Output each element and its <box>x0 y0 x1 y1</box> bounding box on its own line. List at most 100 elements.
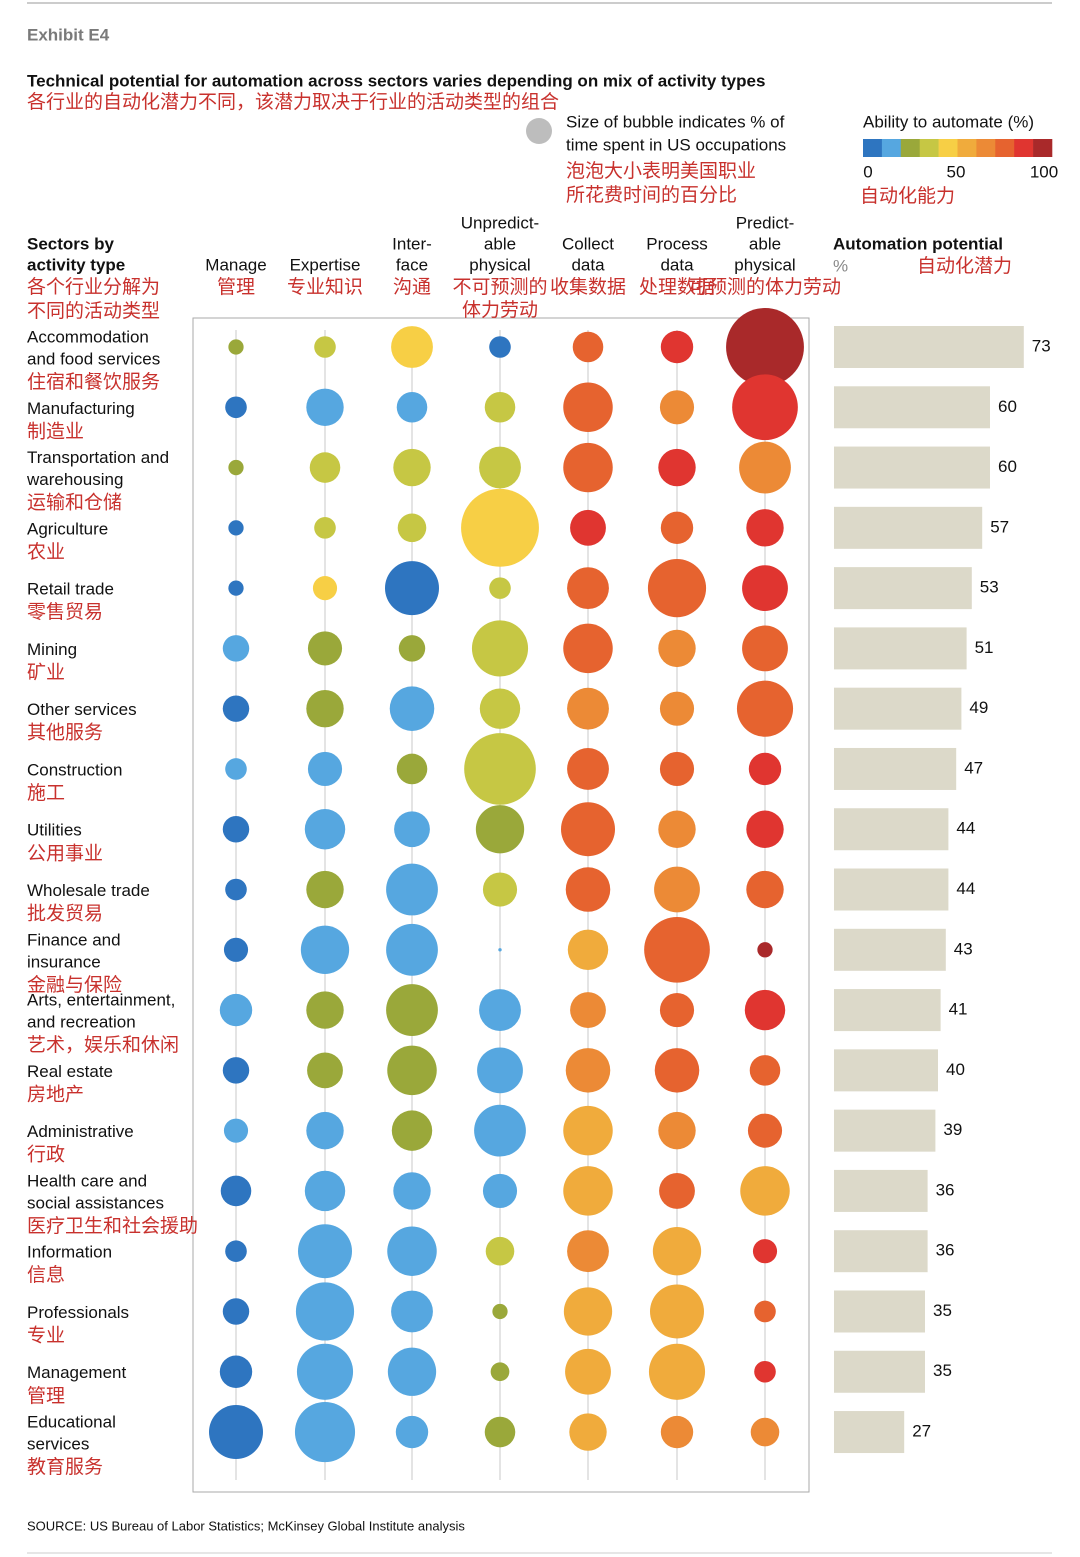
bubble <box>748 752 782 786</box>
bar <box>834 928 946 971</box>
bubble <box>223 937 249 962</box>
bar <box>834 808 949 851</box>
column-header: able <box>749 234 781 253</box>
sector-label: Utilities <box>27 821 82 840</box>
column-header: Manage <box>205 255 266 274</box>
color-scale-tick: 0 <box>863 162 872 181</box>
column-header-cn: 专业知识 <box>287 276 363 298</box>
column-header: Inter- <box>392 234 432 253</box>
bubble <box>563 1166 613 1216</box>
bubble <box>396 392 428 423</box>
bubble <box>563 442 613 493</box>
bubble <box>228 339 244 355</box>
bubble <box>225 758 247 780</box>
bubble <box>475 805 525 854</box>
column-header: Predict- <box>736 213 795 232</box>
bubble <box>658 448 696 487</box>
bubble <box>389 686 435 731</box>
sector-label: Construction <box>27 760 122 779</box>
sector-label-cn: 零售贸易 <box>27 601 103 623</box>
column-header: Expertise <box>290 255 361 274</box>
column-header-cn: 管理 <box>217 276 255 298</box>
bubble <box>471 620 529 677</box>
bubble <box>726 308 804 386</box>
bubble <box>387 1045 437 1096</box>
sector-label-cn: 金融与保险 <box>27 974 122 996</box>
sector-label: Real estate <box>27 1062 113 1081</box>
sector-label: Mining <box>27 640 77 659</box>
exhibit-label: Exhibit E4 <box>27 25 110 44</box>
bubble <box>747 1113 783 1148</box>
bubble <box>659 390 695 425</box>
column-header-cn: 收集数据 <box>550 276 626 298</box>
bubble <box>489 336 511 358</box>
sector-label: warehousing <box>26 470 123 489</box>
bubble <box>570 509 606 546</box>
sector-label: services <box>27 1435 89 1454</box>
column-header: Unpredict- <box>461 213 539 232</box>
column-header: physical <box>469 255 530 274</box>
bubble <box>659 751 695 787</box>
bubble <box>567 687 609 730</box>
sector-label: Finance and <box>27 930 121 949</box>
bar <box>834 1049 938 1092</box>
bubble <box>479 446 521 489</box>
bubble <box>314 517 336 539</box>
bubble <box>306 388 344 426</box>
color-scale-title-cn: 自动化能力 <box>860 185 955 207</box>
bubble <box>307 1052 343 1089</box>
sector-label: Information <box>27 1243 112 1262</box>
bubble <box>652 1227 702 1276</box>
sector-label-cn: 教育服务 <box>27 1456 103 1478</box>
bubble <box>654 1048 700 1093</box>
color-swatch <box>919 139 939 157</box>
bubble <box>498 948 502 952</box>
size-legend-text-cn: 所花费时间的百分比 <box>566 184 737 206</box>
color-swatch <box>863 139 883 157</box>
sector-label-cn: 艺术，娱乐和休闲 <box>27 1034 179 1056</box>
bar-value-label: 57 <box>990 517 1009 536</box>
bubble <box>385 561 439 616</box>
bar <box>834 1411 905 1454</box>
bubble <box>391 1110 433 1151</box>
bubble <box>312 576 338 601</box>
bubble <box>309 452 341 483</box>
column-header: Process <box>646 234 707 253</box>
column-header: face <box>396 255 428 274</box>
bubble <box>228 459 244 476</box>
bubble <box>746 509 784 547</box>
bubble <box>742 625 788 672</box>
bar-value-label: 49 <box>969 698 988 717</box>
bubble <box>482 1173 518 1208</box>
bar <box>834 1230 928 1273</box>
bubble <box>464 733 536 805</box>
sector-label-cn: 住宿和餐饮服务 <box>27 371 160 393</box>
row-header-cn: 不同的活动类型 <box>27 300 160 322</box>
row-header-cn: 各个行业分解为 <box>27 276 160 298</box>
bar <box>834 567 972 610</box>
column-header-cn: 体力劳动 <box>462 299 538 321</box>
color-swatch <box>938 139 958 157</box>
bubble <box>569 1413 607 1451</box>
bubble <box>749 1055 781 1086</box>
bubble <box>563 623 613 674</box>
bubble <box>754 1360 776 1383</box>
sector-label-cn: 管理 <box>27 1385 65 1407</box>
bar <box>834 386 990 429</box>
color-swatch <box>1033 139 1053 157</box>
bar-title: Automation potential <box>833 234 1003 253</box>
sector-label: Agriculture <box>27 519 108 538</box>
sector-label-cn: 运输和仓储 <box>27 492 122 514</box>
bubble <box>219 993 253 1027</box>
bar-value-label: 40 <box>946 1060 965 1079</box>
sector-label-cn: 专业 <box>27 1324 65 1346</box>
bar <box>834 1109 936 1152</box>
column-header-cn: 沟通 <box>393 276 431 298</box>
bubble <box>222 1057 250 1084</box>
bubble <box>300 925 350 974</box>
bubble <box>757 942 773 958</box>
bubble <box>391 1290 433 1333</box>
sector-label: Transportation and <box>27 448 169 467</box>
bar <box>834 446 990 489</box>
sector-label-cn: 医疗卫生和社会援助 <box>27 1215 198 1237</box>
